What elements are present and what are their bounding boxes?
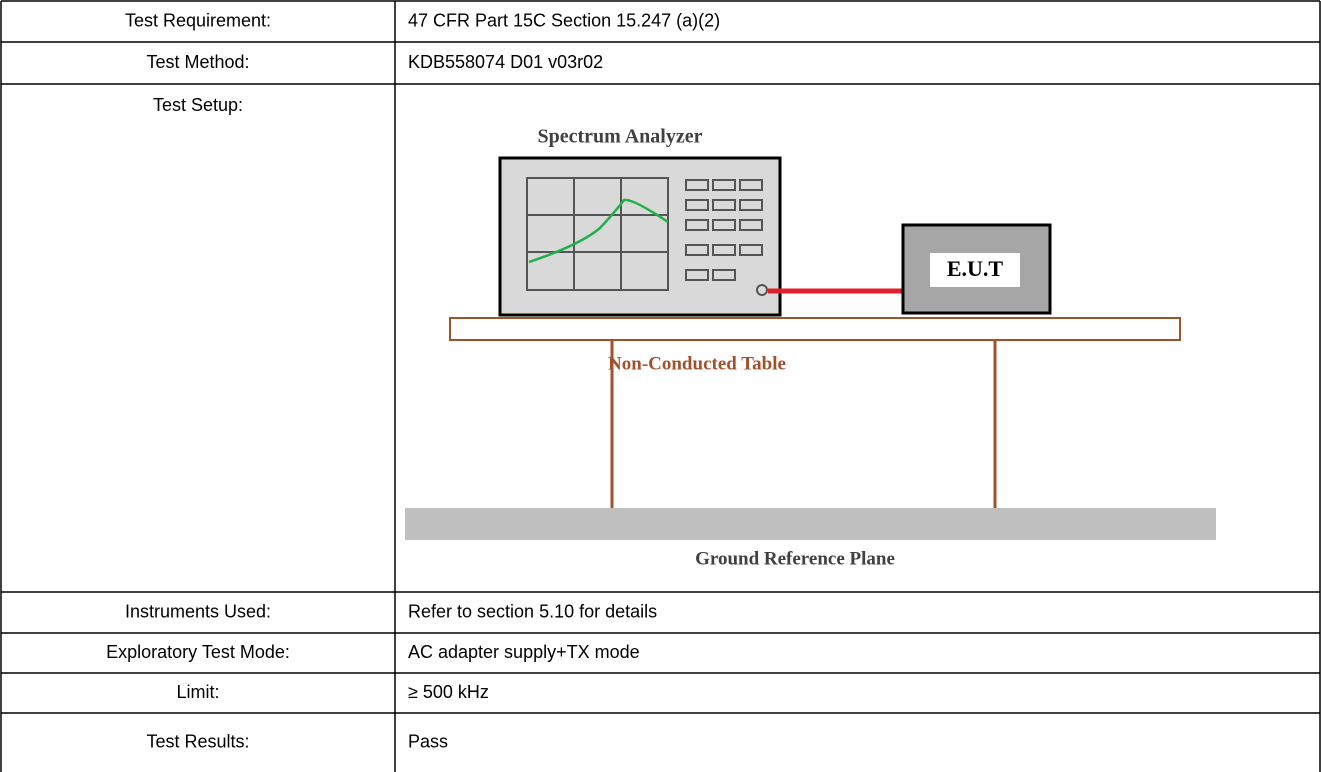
button: [739, 179, 763, 191]
table-label: Non-Conducted Table: [608, 353, 786, 374]
trace: [528, 198, 669, 264]
row-value: AC adapter supply+TX mode: [408, 642, 640, 662]
row-label: Instruments Used:: [125, 601, 271, 621]
button: [712, 179, 736, 191]
button: [712, 219, 736, 231]
table-top: [449, 317, 1181, 341]
row-value: Pass: [408, 731, 448, 751]
button: [739, 219, 763, 231]
row-value: ≥ 500 kHz: [408, 682, 489, 702]
connector: [756, 284, 768, 296]
row-label: Test Requirement:: [125, 10, 271, 30]
row-label: Exploratory Test Mode:: [106, 642, 290, 662]
button: [685, 199, 709, 211]
button: [712, 199, 736, 211]
button: [685, 219, 709, 231]
eut-label: E.U.T: [947, 256, 1004, 281]
row-value: 47 CFR Part 15C Section 15.247 (a)(2): [408, 10, 720, 30]
row-label: Test Setup:: [153, 95, 243, 115]
analyzer-box: [498, 156, 782, 317]
row-label: Limit:: [176, 682, 219, 702]
button: [685, 244, 709, 256]
eut-label-box: [930, 253, 1020, 287]
analyzer-buttons: [685, 179, 763, 281]
button: [685, 179, 709, 191]
test-setup-diagram: Spectrum Analyzer E.U.T Non-Conducted Ta…: [405, 126, 1216, 569]
button: [685, 269, 709, 281]
ground-label: Ground Reference Plane: [695, 548, 895, 569]
instrument-label: Spectrum Analyzer: [538, 126, 703, 148]
button: [712, 269, 736, 281]
row-label: Test Results:: [146, 731, 249, 751]
button: [739, 244, 763, 256]
row-value: KDB558074 D01 v03r02: [408, 52, 603, 72]
row-value: Refer to section 5.10 for details: [408, 601, 657, 621]
row-label: Test Method:: [146, 52, 249, 72]
button: [739, 199, 763, 211]
ground-plane: [405, 508, 1216, 540]
analyzer-screen: [526, 177, 669, 291]
button: [712, 244, 736, 256]
